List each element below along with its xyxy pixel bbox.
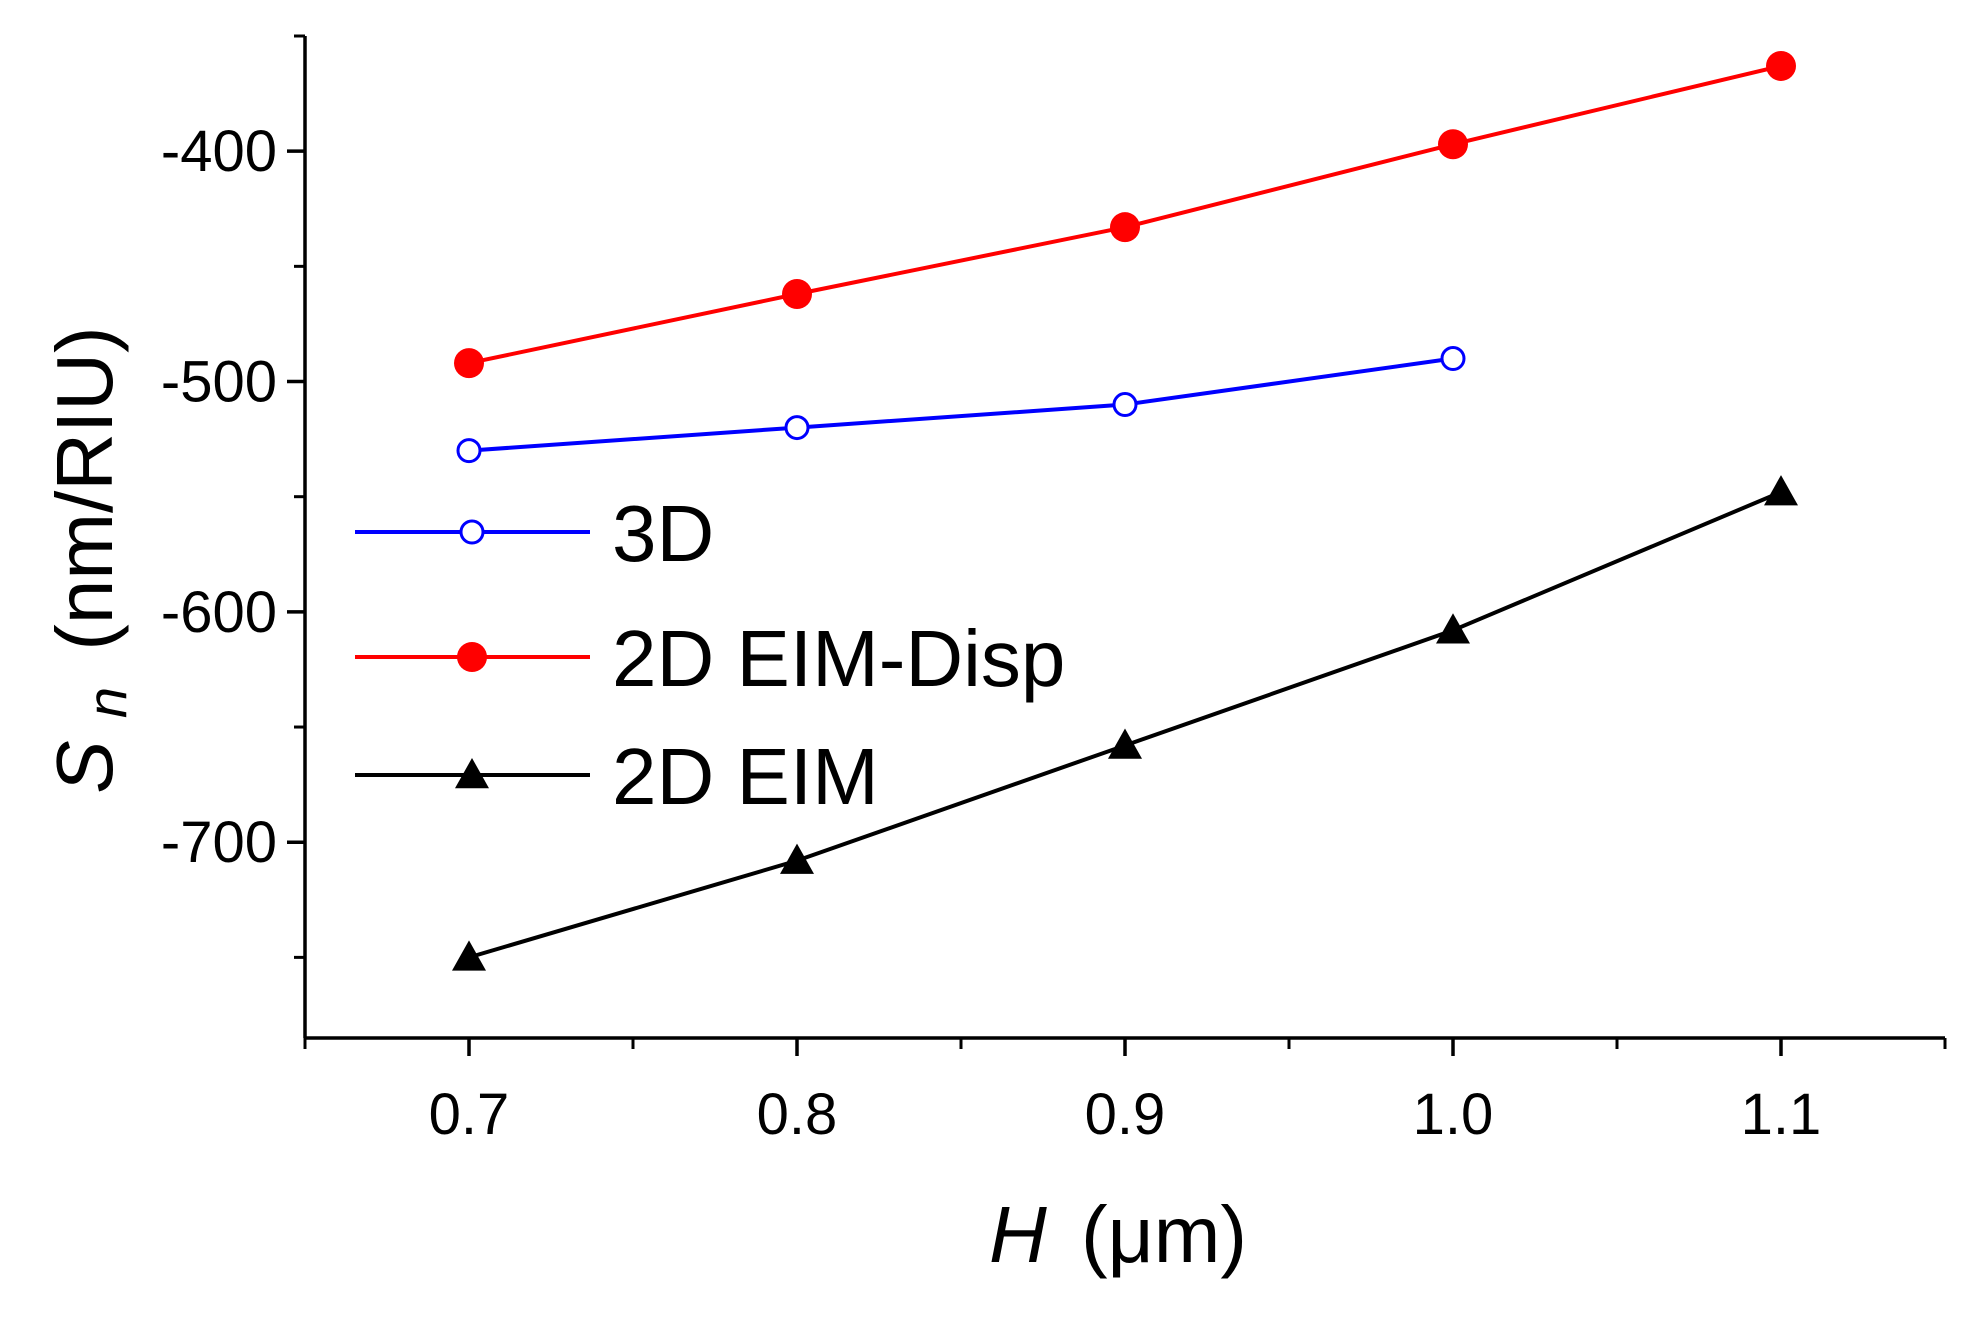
x-tick-label: 1.0 [1413,1082,1494,1147]
legend-label: 3D [612,489,714,578]
legend-swatch-marker [457,642,487,672]
data-point [782,278,812,309]
x-axis-unit: (μm) [1081,1190,1247,1279]
data-point [1438,129,1468,160]
data-point [1108,728,1142,759]
data-point [1112,392,1138,418]
data-point [452,940,486,971]
data-point [1766,50,1796,81]
y-axis-variable: S [40,740,129,793]
y-axis-label: S n (nm/RIU) [40,326,143,793]
x-tick-label: 0.7 [429,1082,510,1147]
axes: 0.7 0.8 0.9 1.0 1.1 -400 -500 -600 -700 [161,34,1947,1147]
data-point [1440,345,1466,371]
data-point [1110,212,1140,243]
data-point [456,438,482,464]
series-layer [452,50,1798,971]
data-point [454,348,484,379]
legend-item: 3D [355,489,714,578]
y-tick-label: -600 [161,580,277,645]
x-axis-variable: H [989,1190,1047,1279]
legend-label: 2D EIM [612,732,879,821]
series-3d [456,345,1466,464]
legend-item: 2D EIM-Disp [355,614,1065,703]
y-axis-unit: (nm/RIU) [40,326,129,650]
data-point [784,415,810,441]
series-line [468,356,1454,453]
x-tick-label: 0.9 [1085,1082,1166,1147]
data-point [1764,475,1798,506]
y-axis-subscript: n [75,687,138,718]
y-tick-label: -700 [161,810,277,875]
y-tick-label: -400 [161,119,277,184]
legend-label: 2D EIM-Disp [612,614,1065,703]
legend: 3D 2D EIM-Disp 2D EIM [355,489,1065,821]
x-axis-label: H (μm) [989,1190,1247,1279]
legend-swatch-marker [459,519,485,545]
series-2d-eim [452,475,1798,971]
legend-item: 2D EIM [355,732,879,821]
x-tick-label: 1.1 [1741,1082,1822,1147]
x-tick-label: 0.8 [757,1082,838,1147]
data-point [1436,613,1470,644]
y-tick-label: -500 [161,350,277,415]
legend-swatch-marker [455,758,489,789]
series-2d-eim-disp [454,50,1796,379]
data-point [780,843,814,874]
